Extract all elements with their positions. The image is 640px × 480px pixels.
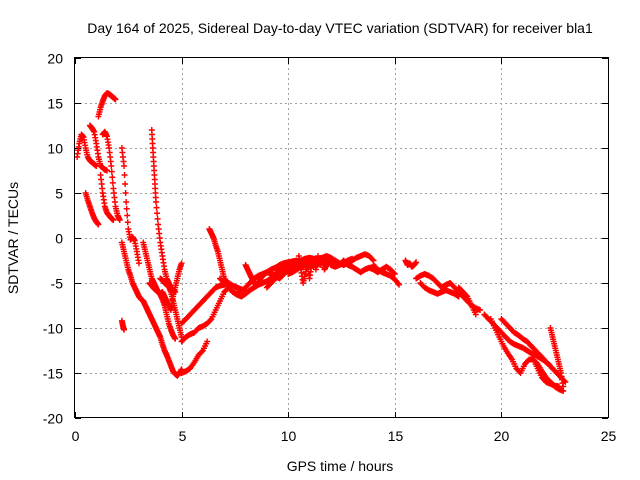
y-tick-label: 5: [55, 186, 63, 202]
y-tick-label: 0: [55, 231, 63, 247]
data-series: [206, 226, 249, 294]
data-point-marker: [123, 199, 130, 205]
x-tick-label: 20: [494, 428, 510, 444]
data-series: [417, 280, 462, 300]
x-tick-label: 15: [388, 428, 404, 444]
grid: [75, 58, 608, 418]
data-point-marker: [121, 326, 128, 333]
x-tick-label: 25: [601, 428, 617, 444]
data-point-marker: [207, 317, 214, 324]
y-tick-label: -15: [43, 366, 63, 382]
data-point-marker: [109, 174, 116, 181]
data-point-marker: [204, 338, 211, 345]
y-tick-label: -20: [43, 411, 63, 427]
y-tick-label: -5: [51, 276, 64, 292]
data-point-marker: [103, 167, 110, 174]
x-axis-label: GPS time / hours: [287, 458, 394, 474]
data-point-marker: [135, 260, 142, 267]
data-series: [178, 281, 228, 327]
y-tick-label: 20: [47, 51, 63, 67]
plot-frame: [74, 57, 609, 418]
data-series: [178, 284, 232, 345]
x-tick-label: 10: [281, 428, 297, 444]
data-point-marker: [116, 217, 123, 223]
data-point-marker: [121, 163, 128, 169]
chart-title: Day 164 of 2025, Sidereal Day-to-day VTE…: [87, 20, 593, 36]
data-point-marker: [172, 335, 179, 342]
data-point-marker: [369, 256, 376, 263]
data-series: [140, 239, 179, 342]
data-series: [118, 145, 142, 267]
data-point-marker: [110, 217, 117, 223]
data-point-marker: [154, 215, 161, 222]
axis-ticks: 0 5 10 15 20 25 -20 -15 -10 -5 0 5 10 15 20: [43, 51, 617, 445]
data-point-marker: [112, 96, 119, 103]
data-series: [178, 338, 211, 376]
data-point-marker: [108, 168, 115, 175]
data-series: [157, 275, 185, 340]
data-series: [402, 257, 420, 270]
data-point-marker: [390, 269, 397, 276]
data-point-marker: [124, 212, 131, 219]
data-series: [498, 316, 556, 372]
data-point-marker: [122, 190, 129, 196]
data-point-marker: [153, 199, 160, 205]
data-point-marker: [95, 221, 102, 228]
data-point-marker: [391, 271, 398, 277]
data-point-marker: [560, 383, 567, 390]
data-point-marker: [124, 219, 131, 226]
data-series: [118, 317, 128, 333]
data-series: [82, 190, 102, 228]
data-point-marker: [463, 292, 470, 299]
data-point-marker: [548, 364, 555, 371]
data-point-marker: [549, 365, 556, 372]
data-point-marker: [413, 259, 420, 266]
data-series: [97, 172, 117, 223]
data-point-marker: [122, 181, 129, 187]
y-tick-label: -10: [43, 321, 63, 337]
data-series: [95, 90, 119, 120]
data-point-marker: [153, 204, 160, 211]
data-series: [455, 284, 479, 318]
data-series: [86, 122, 110, 174]
data-point-marker: [123, 205, 130, 212]
x-tick-label: 0: [72, 428, 80, 444]
data-series: [148, 127, 179, 295]
data-point-marker: [455, 293, 462, 300]
data-series: [530, 356, 562, 390]
data-point-marker: [121, 172, 128, 178]
data-points: [74, 90, 569, 394]
data-series: [99, 128, 123, 223]
data-series: [370, 262, 403, 288]
data-series: [74, 131, 100, 169]
data-point-marker: [108, 163, 115, 169]
x-tick-label: 5: [179, 428, 187, 444]
y-axis-label: SDTVAR / TECUs: [5, 182, 21, 294]
data-point-marker: [396, 281, 403, 288]
y-tick-label: 15: [47, 96, 63, 112]
data-point-marker: [109, 179, 116, 186]
data-point-marker: [472, 311, 479, 318]
data-series: [295, 253, 398, 286]
data-point-marker: [154, 210, 161, 217]
data-series: [547, 325, 567, 390]
y-tick-label: 10: [47, 141, 63, 157]
data-point-marker: [178, 260, 185, 267]
data-point-marker: [198, 348, 205, 355]
data-point-marker: [477, 307, 484, 313]
